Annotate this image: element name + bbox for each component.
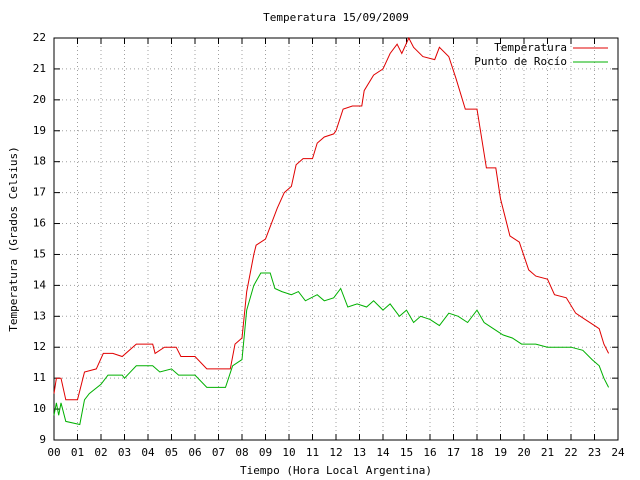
y-tick-label: 13: [33, 309, 46, 322]
x-tick-label: 08: [235, 446, 248, 459]
x-tick-label: 23: [588, 446, 601, 459]
x-tick-label: 04: [141, 446, 155, 459]
x-tick-label: 17: [447, 446, 460, 459]
y-tick-label: 19: [33, 124, 46, 137]
x-tick-label: 00: [47, 446, 60, 459]
y-tick-label: 15: [33, 247, 46, 260]
y-tick-label: 22: [33, 31, 46, 44]
y-tick-label: 11: [33, 371, 46, 384]
legend-label: Punto de Rocío: [474, 55, 567, 68]
x-tick-label: 10: [282, 446, 295, 459]
y-tick-label: 10: [33, 402, 46, 415]
x-tick-label: 05: [165, 446, 178, 459]
x-tick-label: 20: [517, 446, 530, 459]
x-tick-label: 13: [353, 446, 366, 459]
x-tick-label: 03: [118, 446, 131, 459]
y-tick-label: 21: [33, 62, 46, 75]
y-axis-label: Temperatura (Grados Celsius): [7, 146, 20, 331]
x-tick-label: 15: [400, 446, 413, 459]
x-tick-label: 19: [494, 446, 507, 459]
x-tick-label: 12: [329, 446, 342, 459]
y-tick-label: 20: [33, 93, 46, 106]
x-tick-label: 24: [611, 446, 625, 459]
y-tick-label: 14: [33, 278, 47, 291]
x-tick-label: 07: [212, 446, 225, 459]
data-line: [53, 272, 610, 426]
x-tick-label: 09: [259, 446, 272, 459]
y-tick-label: 12: [33, 340, 46, 353]
legend-label: Temperatura: [494, 41, 567, 54]
x-tick-label: 01: [71, 446, 84, 459]
x-tick-label: 14: [376, 446, 390, 459]
y-tick-label: 18: [33, 155, 46, 168]
y-tick-label: 16: [33, 217, 46, 230]
x-tick-label: 22: [564, 446, 577, 459]
data-line: [53, 36, 610, 401]
x-tick-label: 21: [541, 446, 554, 459]
x-tick-label: 18: [470, 446, 483, 459]
chart-title: Temperatura 15/09/2009: [263, 11, 409, 24]
x-tick-label: 06: [188, 446, 201, 459]
y-tick-label: 17: [33, 186, 46, 199]
x-tick-label: 02: [94, 446, 107, 459]
x-axis-label: Tiempo (Hora Local Argentina): [240, 464, 432, 477]
x-tick-label: 16: [423, 446, 436, 459]
x-tick-label: 11: [306, 446, 319, 459]
y-tick-label: 9: [39, 433, 46, 446]
